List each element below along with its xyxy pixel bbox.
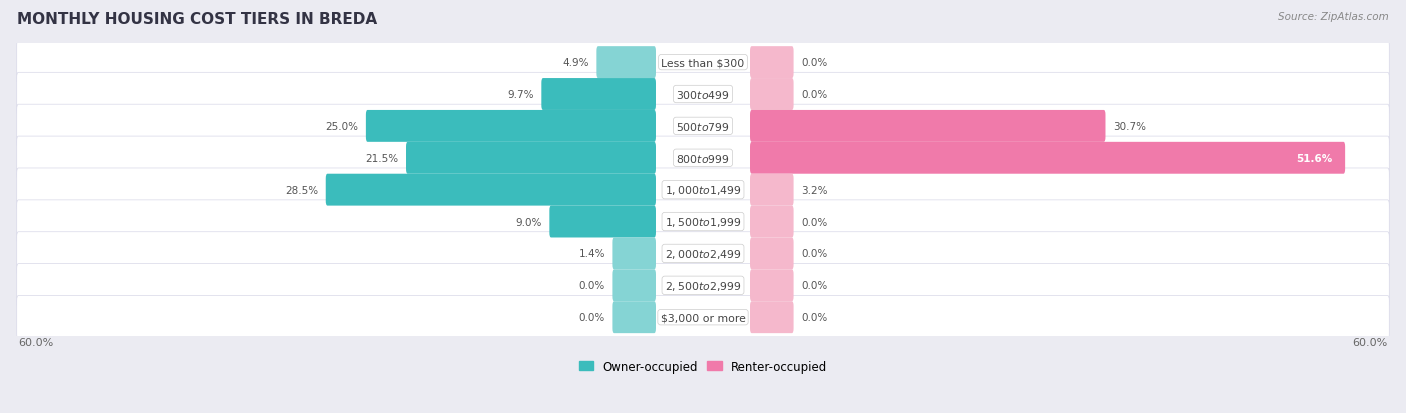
FancyBboxPatch shape xyxy=(749,47,793,79)
FancyBboxPatch shape xyxy=(749,238,793,270)
Text: 60.0%: 60.0% xyxy=(1353,337,1388,347)
FancyBboxPatch shape xyxy=(613,301,657,333)
FancyBboxPatch shape xyxy=(749,79,793,111)
Text: 0.0%: 0.0% xyxy=(801,313,827,323)
FancyBboxPatch shape xyxy=(613,238,657,270)
FancyBboxPatch shape xyxy=(541,79,657,111)
Text: Source: ZipAtlas.com: Source: ZipAtlas.com xyxy=(1278,12,1389,22)
FancyBboxPatch shape xyxy=(17,296,1389,339)
Text: $500 to $799: $500 to $799 xyxy=(676,121,730,133)
Text: 25.0%: 25.0% xyxy=(325,121,359,132)
FancyBboxPatch shape xyxy=(326,174,657,206)
FancyBboxPatch shape xyxy=(17,41,1389,85)
Text: $800 to $999: $800 to $999 xyxy=(676,152,730,164)
Text: 60.0%: 60.0% xyxy=(18,337,53,347)
Text: 9.0%: 9.0% xyxy=(516,217,541,227)
Text: MONTHLY HOUSING COST TIERS IN BREDA: MONTHLY HOUSING COST TIERS IN BREDA xyxy=(17,12,377,27)
FancyBboxPatch shape xyxy=(366,111,657,142)
Text: 28.5%: 28.5% xyxy=(285,185,318,195)
FancyBboxPatch shape xyxy=(749,270,793,301)
FancyBboxPatch shape xyxy=(596,47,657,79)
Text: 0.0%: 0.0% xyxy=(579,313,605,323)
FancyBboxPatch shape xyxy=(749,206,793,238)
Text: 0.0%: 0.0% xyxy=(801,217,827,227)
FancyBboxPatch shape xyxy=(17,232,1389,275)
Text: $300 to $499: $300 to $499 xyxy=(676,89,730,101)
Text: $2,000 to $2,499: $2,000 to $2,499 xyxy=(665,247,741,260)
Text: 0.0%: 0.0% xyxy=(579,281,605,291)
Text: Less than $300: Less than $300 xyxy=(661,58,745,68)
Text: $2,500 to $2,999: $2,500 to $2,999 xyxy=(665,279,741,292)
FancyBboxPatch shape xyxy=(613,270,657,301)
Legend: Owner-occupied, Renter-occupied: Owner-occupied, Renter-occupied xyxy=(574,355,832,377)
Text: 9.7%: 9.7% xyxy=(508,90,534,100)
Text: 4.9%: 4.9% xyxy=(562,58,589,68)
FancyBboxPatch shape xyxy=(17,105,1389,148)
FancyBboxPatch shape xyxy=(749,111,1105,142)
Text: 0.0%: 0.0% xyxy=(801,281,827,291)
Text: 30.7%: 30.7% xyxy=(1114,121,1146,132)
FancyBboxPatch shape xyxy=(17,169,1389,212)
Text: 51.6%: 51.6% xyxy=(1296,153,1331,164)
Text: $3,000 or more: $3,000 or more xyxy=(661,313,745,323)
Text: 0.0%: 0.0% xyxy=(801,90,827,100)
Text: 0.0%: 0.0% xyxy=(801,58,827,68)
Text: 3.2%: 3.2% xyxy=(801,185,828,195)
Text: 21.5%: 21.5% xyxy=(366,153,398,164)
FancyBboxPatch shape xyxy=(749,142,1346,174)
FancyBboxPatch shape xyxy=(17,73,1389,116)
FancyBboxPatch shape xyxy=(17,137,1389,180)
FancyBboxPatch shape xyxy=(17,200,1389,244)
FancyBboxPatch shape xyxy=(749,174,793,206)
Text: 0.0%: 0.0% xyxy=(801,249,827,259)
Text: $1,000 to $1,499: $1,000 to $1,499 xyxy=(665,184,741,197)
FancyBboxPatch shape xyxy=(406,142,657,174)
Text: 1.4%: 1.4% xyxy=(578,249,605,259)
FancyBboxPatch shape xyxy=(550,206,657,238)
FancyBboxPatch shape xyxy=(749,301,793,333)
Text: $1,500 to $1,999: $1,500 to $1,999 xyxy=(665,216,741,228)
FancyBboxPatch shape xyxy=(17,264,1389,307)
